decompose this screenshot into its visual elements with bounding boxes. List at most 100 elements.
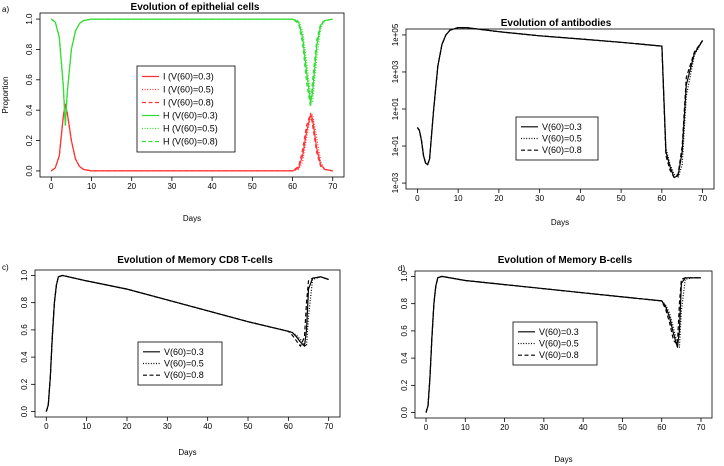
y-tick-label: 1e+03 bbox=[391, 60, 400, 83]
x-tick-label: 50 bbox=[618, 423, 627, 432]
y-tick-label: 0.4 bbox=[20, 351, 29, 363]
x-tick-label: 30 bbox=[163, 422, 172, 431]
y-tick-label: 1e+01 bbox=[391, 97, 400, 120]
x-tick-label: 10 bbox=[87, 182, 96, 191]
series-line-2 bbox=[425, 275, 701, 413]
x-axis-label: Days bbox=[183, 214, 201, 223]
x-tick-label: 40 bbox=[208, 182, 217, 191]
x-tick-label: 40 bbox=[579, 423, 588, 432]
x-axis-label: Days bbox=[178, 448, 196, 457]
y-tick-label: 0.2 bbox=[400, 379, 409, 391]
legend-box bbox=[512, 321, 598, 366]
legend-entry: H (V(60)=0.3) bbox=[163, 111, 218, 121]
legend: I (V(60)=0.3) I (V(60)=0.5) I (V(60)=0.8) H… bbox=[136, 65, 236, 153]
legend-entry: I (V(60)=0.8) bbox=[163, 98, 214, 108]
legend-entry: I (V(60)=0.3) bbox=[163, 72, 214, 82]
plot-frame bbox=[414, 270, 713, 419]
y-tick-label: 1e+05 bbox=[391, 23, 400, 46]
x-tick-label: 50 bbox=[248, 182, 257, 191]
y-tick-label: 0.6 bbox=[25, 74, 34, 86]
panel-letter: d) bbox=[398, 264, 405, 273]
chart-title: Evolution of epithelial cells bbox=[131, 2, 260, 13]
x-tick-label: 60 bbox=[284, 422, 293, 431]
y-tick-label: 0.8 bbox=[20, 297, 29, 309]
legend: V(60)=0.3 V(60)=0.5V(60)=0.8 bbox=[137, 341, 223, 386]
x-tick-label: 10 bbox=[461, 423, 470, 432]
legend-entry: V(60)=0.5 bbox=[164, 359, 204, 369]
legend-entry: V(60)=0.8 bbox=[164, 370, 204, 380]
y-tick-label: 0.2 bbox=[20, 378, 29, 390]
chart-title: Evolution of Memory CD8 T-cells bbox=[117, 255, 273, 266]
legend-entry: V(60)=0.3 bbox=[539, 327, 579, 337]
panel-letter: c) bbox=[2, 263, 9, 272]
x-tick-label: 20 bbox=[123, 422, 132, 431]
x-tick-label: 70 bbox=[697, 423, 706, 432]
x-axis-label: Days bbox=[551, 218, 569, 227]
legend-entry: H (V(60)=0.8) bbox=[163, 137, 218, 147]
y-tick-label: 1.0 bbox=[400, 270, 409, 282]
x-tick-label: 0 bbox=[44, 422, 49, 431]
y-axis-label: Proportion bbox=[1, 77, 10, 114]
x-tick-label: 70 bbox=[698, 194, 707, 203]
x-tick-label: 20 bbox=[127, 182, 136, 191]
legend-entry: V(60)=0.5 bbox=[542, 134, 582, 144]
x-tick-label: 60 bbox=[288, 182, 297, 191]
x-tick-label: 50 bbox=[617, 194, 626, 203]
y-tick-label: 0.4 bbox=[400, 352, 409, 364]
x-tick-label: 0 bbox=[424, 423, 429, 432]
chart-panel-1: Evolution of antibodies 0 10 20 30 40 50 60 70 1e… bbox=[391, 18, 715, 227]
y-tick-label: 1.0 bbox=[20, 269, 29, 281]
series-line-2 bbox=[416, 27, 704, 179]
chart-title: Evolution of Memory B-cells bbox=[498, 255, 633, 266]
x-tick-label: 60 bbox=[657, 423, 666, 432]
legend-entry: V(60)=0.8 bbox=[539, 350, 579, 360]
chart-panel-0: Evolution of epithelial cells a) 0 10 20 30 40… bbox=[1, 2, 345, 223]
x-tick-label: 70 bbox=[328, 182, 337, 191]
x-tick-label: 0 bbox=[49, 182, 54, 191]
legend-entry: H (V(60)=0.5) bbox=[163, 124, 218, 134]
series-line-1 bbox=[416, 27, 704, 179]
chart-panel-2: Evolution of Memory CD8 T-cells c) 0 10 20 30… bbox=[2, 255, 341, 457]
x-tick-label: 60 bbox=[657, 194, 666, 203]
chart-panel-3: Evolution of Memory B-cells d) 0 10 20 30 40 50… bbox=[398, 255, 713, 464]
legend-entry: V(60)=0.3 bbox=[164, 347, 204, 357]
legend: V(60)=0.3 V(60)=0.5V(60)=0.8 bbox=[515, 116, 599, 161]
legend-entry: I (V(60)=0.5) bbox=[163, 85, 214, 95]
x-tick-label: 30 bbox=[167, 182, 176, 191]
y-tick-label: 0.0 bbox=[20, 405, 29, 417]
legend-entry: V(60)=0.3 bbox=[542, 122, 582, 132]
legend: V(60)=0.3 V(60)=0.5V(60)=0.8 bbox=[512, 321, 598, 366]
panel-letter: a) bbox=[2, 5, 9, 14]
y-tick-label: 0.8 bbox=[25, 43, 34, 55]
x-tick-label: 70 bbox=[324, 422, 333, 431]
plot-frame bbox=[34, 269, 341, 418]
plot-frame bbox=[39, 12, 345, 178]
legend-entry: V(60)=0.8 bbox=[542, 145, 582, 155]
series-line-5 bbox=[50, 18, 333, 127]
x-tick-label: 10 bbox=[454, 194, 463, 203]
chart-title: Evolution of antibodies bbox=[501, 18, 612, 29]
y-tick-label: 0.2 bbox=[25, 134, 34, 146]
x-tick-label: 30 bbox=[539, 423, 548, 432]
legend-box bbox=[137, 341, 223, 386]
x-tick-label: 0 bbox=[415, 194, 420, 203]
legend-entry: V(60)=0.5 bbox=[539, 339, 579, 349]
series-line-1 bbox=[425, 275, 701, 413]
x-tick-label: 40 bbox=[203, 422, 212, 431]
plot-frame bbox=[405, 28, 715, 190]
y-tick-label: 1.0 bbox=[25, 13, 34, 25]
y-tick-label: 0.8 bbox=[400, 298, 409, 310]
y-tick-label: 1e-03 bbox=[391, 172, 400, 193]
x-tick-label: 20 bbox=[494, 194, 503, 203]
y-tick-label: 0.4 bbox=[25, 104, 34, 116]
x-tick-label: 30 bbox=[535, 194, 544, 203]
series-line-2 bbox=[45, 274, 329, 412]
x-tick-label: 40 bbox=[576, 194, 585, 203]
x-tick-label: 10 bbox=[82, 422, 91, 431]
legend-box bbox=[136, 65, 236, 153]
x-axis-label: Days bbox=[554, 455, 572, 464]
y-tick-label: 1e-01 bbox=[391, 135, 400, 156]
y-tick-label: 0.6 bbox=[20, 324, 29, 336]
x-tick-label: 20 bbox=[500, 423, 509, 432]
